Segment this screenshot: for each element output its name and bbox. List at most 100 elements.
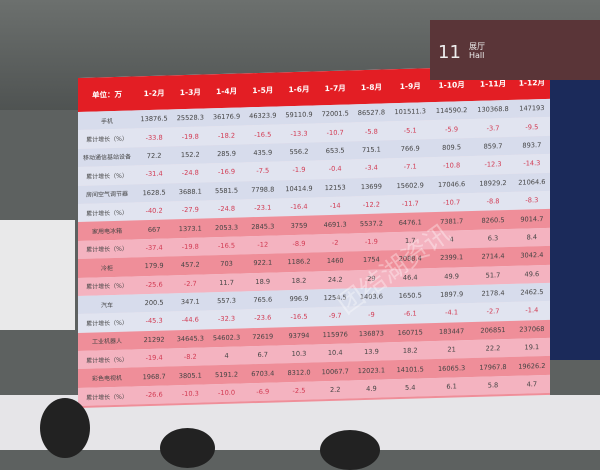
table-cell: 34645.3 — [172, 329, 209, 349]
row-label: 房间空气调节器 — [78, 183, 136, 204]
table-cell: -12.2 — [353, 195, 390, 215]
table-cell: 179.9 — [136, 256, 173, 276]
table-cell: 19.1 — [513, 337, 550, 358]
table-cell: 3688.1 — [172, 181, 209, 202]
table-cell: -9.5 — [513, 117, 550, 137]
hall-label-cn: 展厅 — [469, 42, 485, 51]
table-cell: 3805.1 — [172, 365, 209, 386]
table-cell: 114590.2 — [430, 100, 473, 121]
table-cell: -1.4 — [513, 301, 550, 321]
table-cell: 14101.5 — [389, 359, 431, 380]
hall-label-en: Hall — [469, 51, 485, 60]
table-cell: -37.4 — [136, 238, 173, 258]
table-cell: 667 — [136, 219, 173, 240]
table-cell: 8.4 — [513, 227, 550, 247]
table-cell: 557.3 — [208, 291, 245, 311]
table-cell: -27.9 — [172, 200, 209, 220]
table-cell: 8312.0 — [280, 362, 318, 383]
table-cell: -3.7 — [472, 118, 514, 138]
table-cell: 347.1 — [172, 292, 209, 312]
audience-head — [40, 398, 90, 458]
table-cell: -2.5 — [280, 381, 318, 401]
hall-sign: 11 展厅 Hall — [430, 20, 600, 80]
table-cell: -11.7 — [389, 194, 431, 214]
table-cell: -8.2 — [172, 347, 209, 367]
table-cell: -26.6 — [136, 385, 173, 405]
column-header: 1-5月 — [244, 72, 281, 108]
table-cell: 435.9 — [244, 143, 281, 163]
table-cell: -10.7 — [430, 192, 473, 213]
table-cell: 72001.5 — [317, 104, 354, 124]
table-cell: -33.8 — [136, 127, 173, 148]
table-cell: 10.3 — [280, 344, 318, 364]
table-cell: -45.3 — [136, 311, 173, 332]
table-cell: 147193 — [513, 98, 550, 119]
table-cell: 101511.3 — [389, 102, 431, 122]
table-cell: 16065.3 — [430, 358, 473, 379]
table-cell: 18.2 — [389, 341, 431, 361]
table-cell: -8.3 — [513, 190, 550, 211]
table-cell: 10.4 — [317, 343, 354, 363]
table-cell: -24.8 — [208, 199, 245, 219]
table-cell: 1373.1 — [172, 218, 209, 239]
table-cell: -0.4 — [317, 159, 354, 179]
table-cell: 5191.2 — [208, 364, 245, 385]
table-cell: -8.8 — [472, 191, 514, 212]
row-label: 家用电冰箱 — [78, 220, 136, 241]
table-cell: 93794 — [280, 326, 318, 346]
row-label: 累计增长（%） — [78, 275, 136, 296]
table-cell: -1.9 — [280, 160, 318, 180]
table-cell: -14 — [317, 196, 354, 216]
table-cell: 21 — [430, 340, 473, 360]
table-cell: 49.9 — [430, 266, 473, 287]
table-cell: -24.8 — [172, 163, 209, 183]
table-cell: -6.1 — [389, 304, 431, 324]
table-cell: 766.9 — [389, 138, 431, 159]
table-cell: 18.9 — [244, 271, 281, 292]
table-cell: 4.9 — [353, 379, 390, 399]
table-cell: 703 — [208, 254, 245, 274]
table-cell: 5537.2 — [353, 213, 390, 234]
table-cell: 1650.5 — [389, 286, 431, 306]
table-cell: 859.7 — [472, 136, 514, 157]
table-cell: 136873 — [353, 323, 390, 344]
table-cell: 59110.9 — [280, 105, 318, 125]
table-cell: 183447 — [430, 321, 473, 342]
table-cell: 3042.4 — [513, 245, 550, 266]
table-cell: -19.8 — [172, 126, 209, 147]
table-cell: 715.1 — [353, 140, 390, 160]
table-cell: 46323.9 — [244, 106, 281, 126]
table-cell: 3759 — [280, 215, 318, 236]
column-header: 1-7月 — [317, 70, 354, 106]
table-cell: -32.3 — [208, 309, 245, 330]
table-cell: -31.4 — [136, 164, 173, 184]
table-cell: -23.1 — [244, 198, 281, 218]
table-cell: 2462.5 — [513, 282, 550, 303]
table-cell: 5.8 — [472, 375, 514, 396]
table-cell: 1460 — [317, 251, 354, 271]
table-cell: -18.2 — [208, 125, 245, 146]
column-header: 1-9月 — [389, 68, 431, 104]
row-label: 累计增长（%） — [78, 202, 136, 223]
table-cell: -12.3 — [472, 155, 514, 175]
table-cell: -16.5 — [244, 124, 281, 145]
table-cell: 922.1 — [244, 253, 281, 273]
table-cell: -10.8 — [430, 156, 473, 176]
production-table: 单位：万 1-2月 1-3月 1-4月 1-5月 1-6月 1-7月 1-8月 1-9月 1-10… — [78, 64, 550, 408]
table-cell: -25.6 — [136, 274, 173, 295]
table-cell: 152.2 — [172, 145, 209, 165]
table-cell: 809.5 — [430, 137, 473, 158]
table-cell: -1.9 — [353, 232, 390, 252]
table-cell: 11.7 — [208, 272, 245, 293]
table-cell: 18929.2 — [472, 173, 514, 193]
row-label: 手机 — [78, 110, 136, 131]
row-label: 累计增长（%） — [78, 128, 136, 149]
table-cell: 2845.3 — [244, 216, 281, 237]
table-cell: 4 — [208, 346, 245, 366]
table-cell: -4.1 — [430, 303, 473, 323]
led-screen: 单位：万 1-2月 1-3月 1-4月 1-5月 1-6月 1-7月 1-8月 1-9月 1-10… — [78, 64, 550, 408]
column-header: 1-3月 — [172, 74, 209, 110]
table-cell: -19.8 — [172, 237, 209, 257]
table-cell: 1968.7 — [136, 366, 173, 387]
table-cell: -10.0 — [208, 383, 245, 403]
